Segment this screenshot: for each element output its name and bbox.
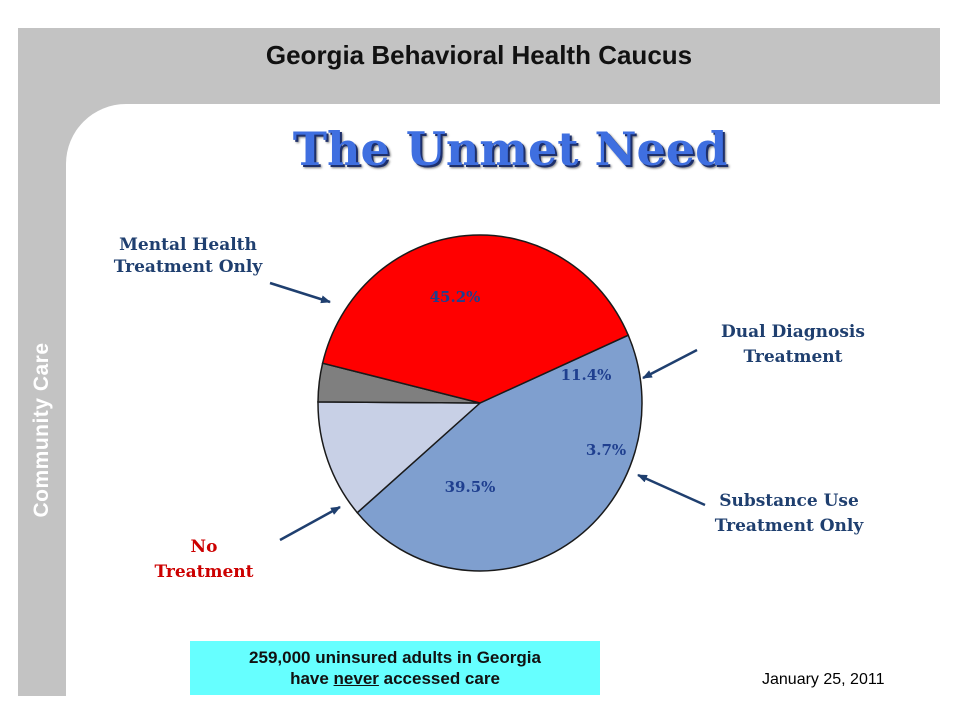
- pie-leader-arrow-substance-use: [637, 473, 706, 507]
- header-title: Georgia Behavioral Health Caucus: [265, 40, 693, 70]
- header-bar: [18, 28, 940, 104]
- pie-slice-mental-health: [356, 334, 643, 572]
- pie-category-label-dual-diagnosis: Dual Diagnosis Treatment: [721, 322, 865, 367]
- pie-category-label-no-treatment: No Treatment: [154, 537, 253, 582]
- pie-category-label-mental-health: Mental Health Treatment Only: [114, 235, 264, 277]
- pie-leader-arrow-mental-health: [269, 281, 331, 304]
- caption-line-2: have never accessed care: [190, 668, 600, 689]
- date-label: January 25, 2011: [762, 671, 885, 688]
- pie-value-label-mental-health: 45.2%: [430, 288, 481, 306]
- caption-line-1: 259,000 uninsured adults in Georgia: [249, 648, 541, 667]
- caption-line-2-post: accessed care: [378, 669, 500, 688]
- pie-value-label-substance-use: 3.7%: [586, 441, 626, 459]
- pie-slice-no-treatment: [321, 234, 630, 404]
- pie-category-label-substance-use: Substance Use Treatment Only: [715, 491, 865, 536]
- pie-value-label-no-treatment: 39.5%: [445, 478, 496, 496]
- caption-line-2-pre: have: [290, 669, 334, 688]
- pie-leader-arrow-dual-diagnosis: [642, 348, 698, 380]
- caption-emphasis: never: [333, 669, 379, 688]
- chart-title: The Unmet Need: [292, 122, 728, 176]
- pie-leader-arrow-no-treatment: [279, 505, 341, 542]
- pie-slice-dual-diagnosis: [317, 401, 482, 514]
- sidebar-bar: [18, 28, 66, 696]
- caption-box: 259,000 uninsured adults in Georgia have…: [190, 641, 600, 695]
- pie-value-label-dual-diagnosis: 11.4%: [561, 366, 612, 384]
